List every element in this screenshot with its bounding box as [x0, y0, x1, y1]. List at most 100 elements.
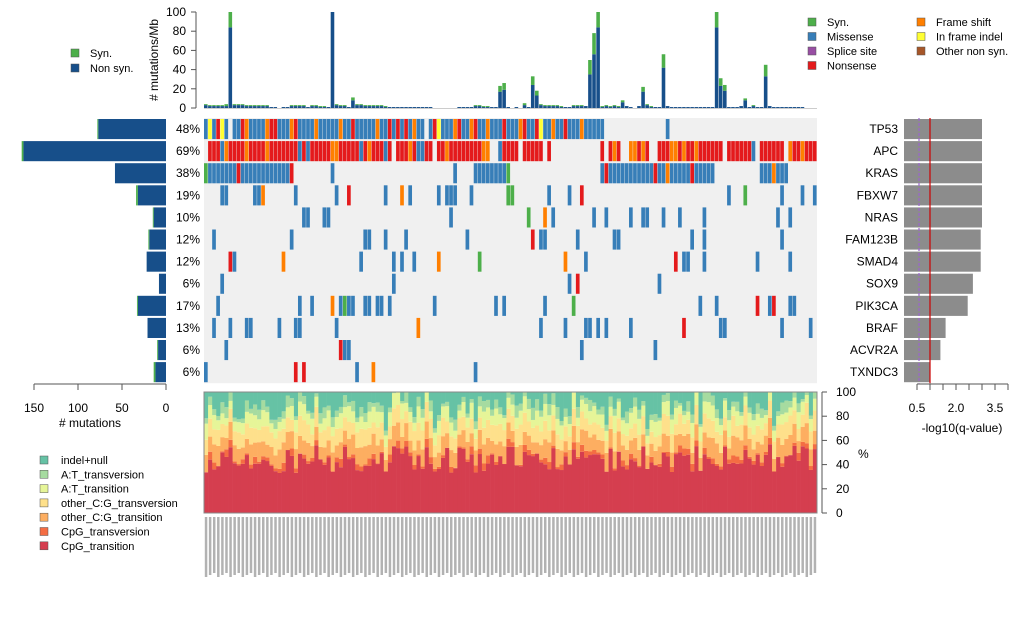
spectrum-segment [204, 392, 209, 419]
spectrum-segment [469, 399, 475, 403]
mutation-cell [727, 185, 731, 206]
spectrum-segment [649, 420, 654, 432]
sample-label [425, 517, 428, 577]
sample-label [441, 517, 445, 575]
mutation-cell [220, 273, 225, 294]
spectrum-segment [600, 427, 605, 441]
mutation-cell [404, 141, 408, 162]
spectrum-segment [232, 461, 237, 464]
spectrum-segment [269, 419, 274, 424]
spectrum-segment [673, 400, 679, 408]
spectrum-segment [567, 449, 573, 465]
spectrum-segment [633, 423, 638, 438]
spectrum-segment [776, 411, 781, 417]
spectrum-segment [780, 414, 785, 425]
spectrum-segment [694, 424, 699, 441]
legend-swatch [70, 48, 80, 58]
spectrum-segment [236, 422, 242, 433]
mutation-cell [653, 163, 658, 184]
sample-label [315, 517, 318, 577]
x-tick-label: 150 [24, 401, 44, 415]
spectrum-segment [543, 464, 548, 513]
mutation-cell [485, 141, 490, 162]
sample-label [813, 517, 817, 573]
spectrum-segment [383, 435, 389, 447]
mutation-cell [616, 229, 621, 250]
spectrum-segment [743, 449, 748, 513]
spectrum-segment [498, 441, 503, 456]
spectrum-segment [763, 423, 769, 436]
spectrum-segment [645, 443, 650, 456]
spectrum-segment [338, 392, 344, 407]
spectrum-segment [216, 445, 221, 466]
spectrum-segment [338, 428, 344, 443]
spectrum-segment [240, 418, 246, 424]
spectrum-segment [563, 441, 569, 453]
syn-rate-bar [551, 105, 555, 107]
mutation-cell [535, 141, 539, 162]
spectrum-segment [400, 400, 405, 404]
spectrum-segment [673, 407, 679, 425]
spectrum-segment [743, 392, 748, 397]
spectrum-segment [265, 461, 270, 513]
nonsyn-rate-bar [461, 107, 466, 108]
spectrum-segment [547, 442, 552, 463]
gene-label: NRAS [865, 210, 898, 224]
gene-label: FAM123B [845, 233, 898, 247]
spectrum-segment [257, 461, 262, 464]
sample-label [249, 517, 253, 573]
nonsyn-rate-bar [575, 106, 580, 108]
syn-rate-bar [571, 105, 576, 107]
mutation-cell [277, 119, 282, 140]
spectrum-segment [457, 446, 462, 448]
spectrum-segment [314, 445, 319, 513]
spectrum-segment [690, 422, 695, 438]
oncoprint-cells [204, 119, 817, 383]
spectrum-segment [216, 415, 221, 421]
spectrum-segment [285, 432, 291, 451]
spectrum-segment [522, 412, 528, 432]
spectrum-segment [432, 471, 438, 513]
spectrum-segment [220, 452, 225, 513]
spectrum-segment [714, 466, 720, 513]
spectrum-segment [265, 412, 270, 427]
spectrum-segment [306, 410, 311, 414]
mutation-cell [469, 119, 474, 140]
sample-label [290, 517, 294, 577]
sample-label [552, 517, 555, 575]
nonsyn-rate-bar [759, 107, 764, 108]
mutation-cell [314, 119, 319, 140]
mutation-cell [359, 141, 363, 162]
spectrum-segment [318, 446, 323, 460]
mutation-cell [306, 207, 310, 228]
spectrum-segment [220, 392, 225, 403]
mutation-cell [416, 119, 421, 140]
spectrum-segment [514, 465, 519, 513]
spectrum-segment [257, 429, 262, 443]
nonsyn-rate-bar [690, 107, 694, 108]
mutation-cell [694, 141, 699, 162]
spectrum-segment [629, 392, 634, 409]
mutation-cell [539, 317, 543, 338]
legend-swatch [916, 17, 926, 27]
spectrum-segment [416, 396, 421, 407]
sample-label [360, 517, 363, 573]
mutation-cell [718, 317, 723, 338]
spectrum-segment [551, 445, 556, 449]
spectrum-segment [224, 392, 229, 408]
syn-rate-bar [620, 100, 625, 103]
mutation-cell [461, 141, 466, 162]
spectrum-segment [240, 423, 246, 435]
mutation-cell [575, 273, 580, 294]
nonsyn-rate-bar [326, 107, 331, 108]
nonsyn-rate-bar [494, 107, 498, 108]
nonsyn-rate-bar [208, 106, 212, 108]
spectrum-segment [232, 417, 237, 422]
mutation-cell [420, 119, 425, 140]
spectrum-segment [314, 440, 319, 446]
mutation-cell [567, 185, 572, 206]
nonsyn-rate-bar [371, 106, 376, 108]
mutation-cell [702, 141, 707, 162]
mutation-cell [293, 185, 298, 206]
sample-label [515, 517, 518, 575]
